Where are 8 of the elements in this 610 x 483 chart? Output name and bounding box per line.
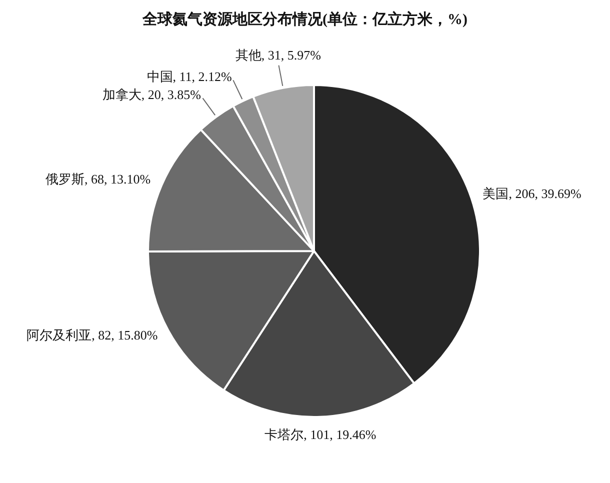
slice-label: 其他, 31, 5.97% (235, 47, 322, 62)
slice-label: 俄罗斯, 68, 13.10% (46, 172, 151, 187)
slice-label: 阿尔及利亚, 82, 15.80% (26, 328, 158, 343)
slice-label: 加拿大, 20, 3.85% (102, 87, 202, 102)
chart-title: 全球氦气资源地区分布情况(单位：亿立方米，%) (141, 10, 468, 29)
slice-label: 美国, 206, 39.69% (482, 186, 582, 201)
slice-label: 卡塔尔, 101, 19.46% (264, 426, 376, 442)
slice-label: 中国, 11, 2.12% (146, 68, 232, 84)
